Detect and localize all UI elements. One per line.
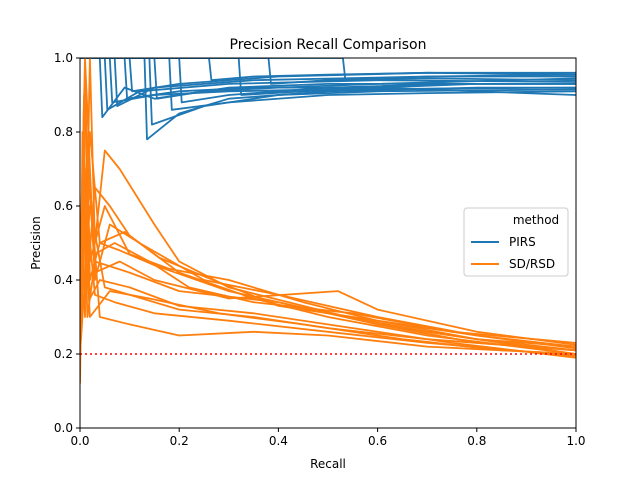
legend: method PIRS SD/RSD — [463, 207, 569, 277]
series-line-1-10 — [80, 186, 576, 357]
legend-label-sd-rsd: SD/RSD — [509, 257, 555, 271]
legend-title: method — [513, 213, 559, 227]
x-tick-label: 0.2 — [170, 434, 189, 448]
series-line-1-9 — [80, 94, 576, 352]
series-line-0-14 — [80, 58, 576, 104]
plot-frame — [79, 57, 577, 429]
legend-label-pirs: PIRS — [509, 235, 536, 249]
x-tick-label: 0.6 — [368, 434, 387, 448]
series-line-0-12 — [80, 58, 576, 111]
x-axis-ticks: 0.0 0.2 0.4 0.6 0.8 1.0 — [70, 428, 586, 448]
series-line-0-13 — [80, 58, 576, 85]
y-tick-label: 1.0 — [54, 51, 73, 65]
y-tick-label: 0.4 — [54, 273, 73, 287]
chart-title: Precision Recall Comparison — [230, 37, 427, 53]
x-axis-label: Recall — [310, 457, 346, 471]
y-tick-label: 0.0 — [54, 421, 73, 435]
series-line-1-5 — [80, 58, 576, 348]
legend-box — [463, 207, 569, 277]
series-pirs — [80, 58, 576, 141]
series-layer — [80, 58, 576, 384]
y-tick-label: 0.8 — [54, 125, 73, 139]
series-line-0-6 — [80, 58, 576, 82]
y-tick-label: 0.6 — [54, 199, 73, 213]
y-tick-label: 0.2 — [54, 347, 73, 361]
y-axis-ticks: 0.0 0.2 0.4 0.6 0.8 1.0 — [54, 51, 80, 435]
series-sd-rsd — [80, 58, 576, 384]
x-tick-label: 0.0 — [70, 434, 89, 448]
x-tick-label: 0.4 — [269, 434, 288, 448]
y-axis-label: Precision — [29, 216, 43, 270]
series-line-0-8 — [80, 58, 576, 104]
series-line-1-11 — [80, 131, 576, 350]
x-tick-label: 0.8 — [467, 434, 486, 448]
series-line-0-9 — [80, 58, 576, 100]
x-tick-label: 1.0 — [566, 434, 585, 448]
series-line-1-13 — [80, 168, 576, 344]
series-line-0-11 — [80, 58, 576, 100]
series-line-0-10 — [80, 58, 576, 96]
series-line-1-6 — [80, 205, 576, 355]
series-line-1-12 — [80, 223, 576, 355]
